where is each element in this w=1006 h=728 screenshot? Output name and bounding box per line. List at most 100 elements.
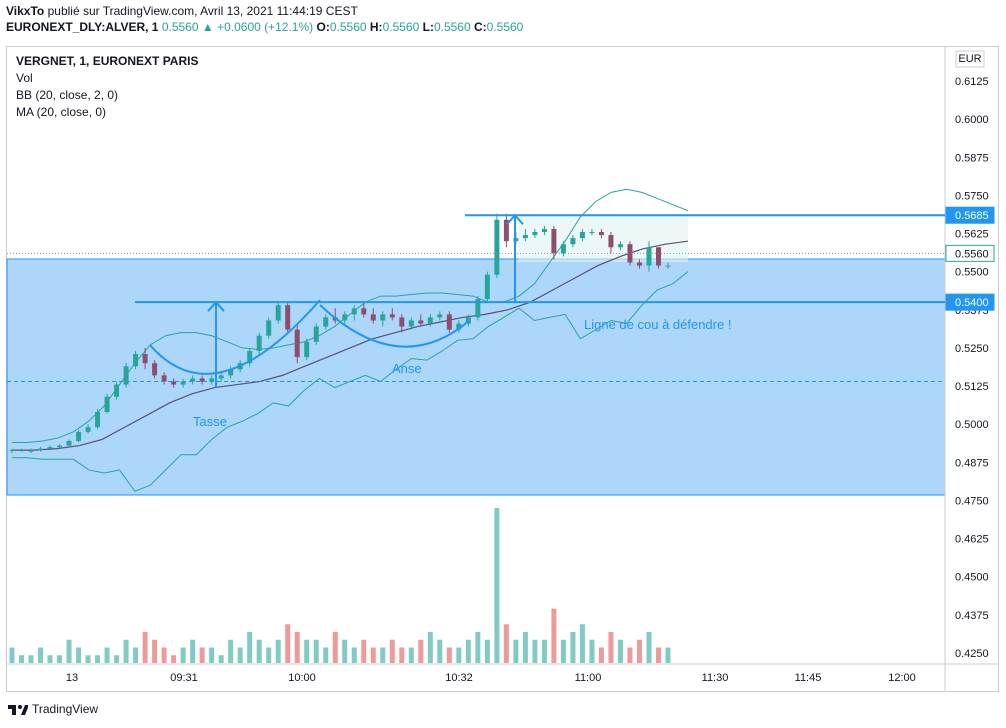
candle: [180, 378, 186, 388]
candle-body: [123, 366, 129, 385]
candle: [28, 448, 34, 454]
candle-body: [247, 350, 253, 364]
volume-bar: [304, 639, 310, 663]
candle-body: [617, 244, 623, 248]
volume-bar: [513, 639, 519, 663]
price-tick-label: 0.5625: [955, 229, 989, 241]
volume-bar: [465, 639, 471, 663]
cup-curve: [149, 299, 321, 375]
volume-bar: [665, 647, 671, 663]
volume-bar: [332, 632, 338, 663]
candle: [323, 314, 329, 330]
volume-bar: [104, 647, 110, 663]
candle-body: [551, 228, 557, 254]
candle: [142, 347, 148, 370]
annotation-anse: Anse: [392, 361, 422, 376]
candle: [608, 232, 614, 254]
candle: [171, 378, 177, 388]
volume-bar: [370, 647, 376, 663]
candle-body: [665, 265, 671, 267]
time-tick-label: 10:00: [288, 672, 316, 684]
candle-body: [541, 228, 547, 233]
candle: [19, 448, 25, 452]
tradingview-logo-icon: [8, 705, 28, 715]
volume-bar: [19, 655, 25, 663]
volume-bar: [95, 655, 101, 663]
candle-body: [38, 448, 44, 451]
candle-body: [342, 314, 348, 321]
candle-body: [484, 274, 490, 300]
candle: [190, 375, 196, 385]
volume-bar: [266, 647, 272, 663]
candle-body: [47, 447, 53, 449]
candle-body: [418, 320, 424, 324]
ohlc-o-label: O:: [316, 20, 330, 34]
volume-bar: [541, 639, 547, 663]
price-tick-label: 0.4500: [955, 572, 989, 584]
candle-body: [256, 335, 262, 351]
volume-bar: [209, 647, 215, 663]
candle: [389, 308, 395, 321]
volume-bar: [228, 639, 234, 663]
volume-bar: [608, 632, 614, 663]
candle: [342, 311, 348, 324]
candle: [199, 375, 205, 385]
volume-bar: [85, 655, 91, 663]
ohlc-open: 0.5560: [329, 20, 367, 34]
arrow-head: [506, 213, 524, 225]
price-tick-label: 0.6000: [955, 114, 989, 126]
candle: [57, 444, 63, 449]
candle: [256, 332, 262, 355]
time-tick-label: 09:31: [170, 672, 198, 684]
price-tag: [945, 206, 995, 224]
candle-body: [304, 341, 310, 358]
candle-body: [209, 378, 215, 382]
volume-bar: [161, 647, 167, 663]
volume-bar: [256, 639, 262, 663]
volume-bar: [646, 632, 652, 663]
candle-body: [218, 375, 224, 379]
price-tag: [945, 244, 995, 262]
consolidation-box: [518, 214, 688, 262]
candle-body: [180, 381, 186, 385]
candle: [503, 213, 509, 248]
candle-body: [598, 232, 604, 236]
ohlc-c-label: C:: [473, 20, 487, 34]
legend-ma: MA (20, close, 0): [16, 105, 107, 119]
candle: [617, 241, 623, 251]
price-tick-label: 0.5500: [955, 267, 989, 279]
candle-body: [655, 247, 661, 266]
chart-legend: VERGNET, 1, EURONEXT PARIS Vol BB (20, c…: [16, 53, 198, 121]
volume-bar: [152, 639, 158, 663]
candle: [294, 323, 300, 364]
price-tick-label: 0.5750: [955, 190, 989, 202]
volume-bar: [313, 639, 319, 663]
candle: [418, 314, 424, 327]
candle: [532, 228, 538, 239]
candle-body: [313, 326, 319, 342]
volume-bar: [323, 647, 329, 663]
ohlc-high: 0.5560: [382, 20, 420, 34]
currency-box[interactable]: [955, 50, 985, 68]
candle: [370, 308, 376, 324]
candle-body: [104, 396, 110, 412]
symbol-info: EURONEXT_DLY:ALVER, 1 0.5560 ▲ +0.0600 (…: [6, 20, 523, 34]
time-tick-label: 11:00: [575, 672, 602, 684]
candle-body: [636, 262, 642, 266]
candle: [446, 311, 452, 333]
volume-bar: [446, 647, 452, 663]
candle-body: [389, 314, 395, 318]
candle: [541, 225, 547, 236]
candle: [47, 445, 53, 451]
volume-bar: [171, 655, 177, 663]
candle-body: [399, 317, 405, 327]
candle-body: [579, 232, 585, 239]
volume-bar: [522, 632, 528, 663]
volume-bar: [275, 639, 281, 663]
candle-body: [95, 411, 101, 428]
publish-info: VikxTo publié sur TradingView.com, Avril…: [6, 4, 358, 18]
candle: [285, 302, 291, 333]
volume-bar: [342, 639, 348, 663]
candle-body: [361, 308, 367, 315]
